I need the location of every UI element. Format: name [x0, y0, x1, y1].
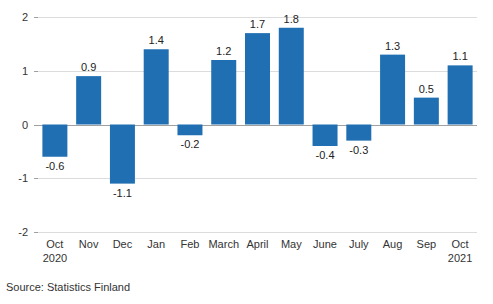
x-tick-label: Sep [417, 238, 437, 250]
data-label: 1.3 [385, 40, 400, 52]
grid-line [38, 178, 477, 179]
data-label: 1.8 [284, 13, 299, 25]
bars [42, 28, 472, 184]
bar [380, 55, 405, 125]
bar [414, 98, 439, 125]
x-tick-label: May [281, 238, 302, 250]
x-tick-label: Feb [180, 238, 199, 250]
x-tick-label: Aug [383, 238, 403, 250]
data-label: -0.6 [45, 160, 64, 172]
bar [110, 125, 135, 184]
data-label: 1.4 [149, 34, 164, 46]
bar [279, 28, 304, 125]
source: Source: Statistics Finland [6, 281, 130, 293]
y-tick [34, 178, 38, 179]
data-label: 0.9 [81, 61, 96, 73]
x-tick-label: Nov [79, 238, 99, 250]
bar [448, 65, 473, 124]
y-tick [34, 71, 38, 72]
grid-line [38, 232, 477, 233]
page: {"chart_data": {"type": "bar", "categori… [0, 0, 493, 304]
data-label: -1.1 [113, 187, 132, 199]
y-tick [34, 232, 38, 233]
data-label: 1.2 [216, 45, 231, 57]
bar [76, 76, 101, 124]
y-tick-label: 1 [22, 65, 28, 77]
bar [313, 125, 338, 147]
bar [42, 125, 67, 157]
y-tick [34, 17, 38, 18]
bar [144, 49, 169, 124]
x-tick-label: Dec [113, 238, 133, 250]
data-label: -0.3 [349, 144, 368, 156]
data-label: -0.4 [316, 149, 335, 161]
bar [245, 33, 270, 124]
x-tick-label: June [313, 238, 337, 250]
x-tick-label: April [246, 238, 268, 250]
data-label: 0.5 [419, 83, 434, 95]
bar [177, 125, 202, 136]
data-label: -0.2 [180, 138, 199, 150]
data-label: 1.7 [250, 18, 265, 30]
x-tick-label: March [208, 238, 239, 250]
y-tick-label: -1 [18, 172, 28, 184]
bar [211, 60, 236, 125]
x-tick-label: Oct2021 [448, 238, 472, 264]
y-tick [34, 125, 38, 126]
bar [346, 125, 371, 141]
x-tick-label: Oct2020 [43, 238, 67, 264]
x-tick-label: July [349, 238, 369, 250]
x-tick-label: Jan [147, 238, 165, 250]
y-tick-label: 0 [22, 119, 28, 131]
chart: -2 -1 0 1 2 -0.6 0.9 -1.1 1.4 -0.2 1.2 1.7 1.8 -0.4 -0… [0, 0, 493, 304]
grid-line [38, 125, 477, 126]
y-tick-label: 2 [22, 11, 28, 23]
y-tick-label: -2 [18, 226, 28, 238]
data-label: 1.1 [452, 50, 467, 62]
